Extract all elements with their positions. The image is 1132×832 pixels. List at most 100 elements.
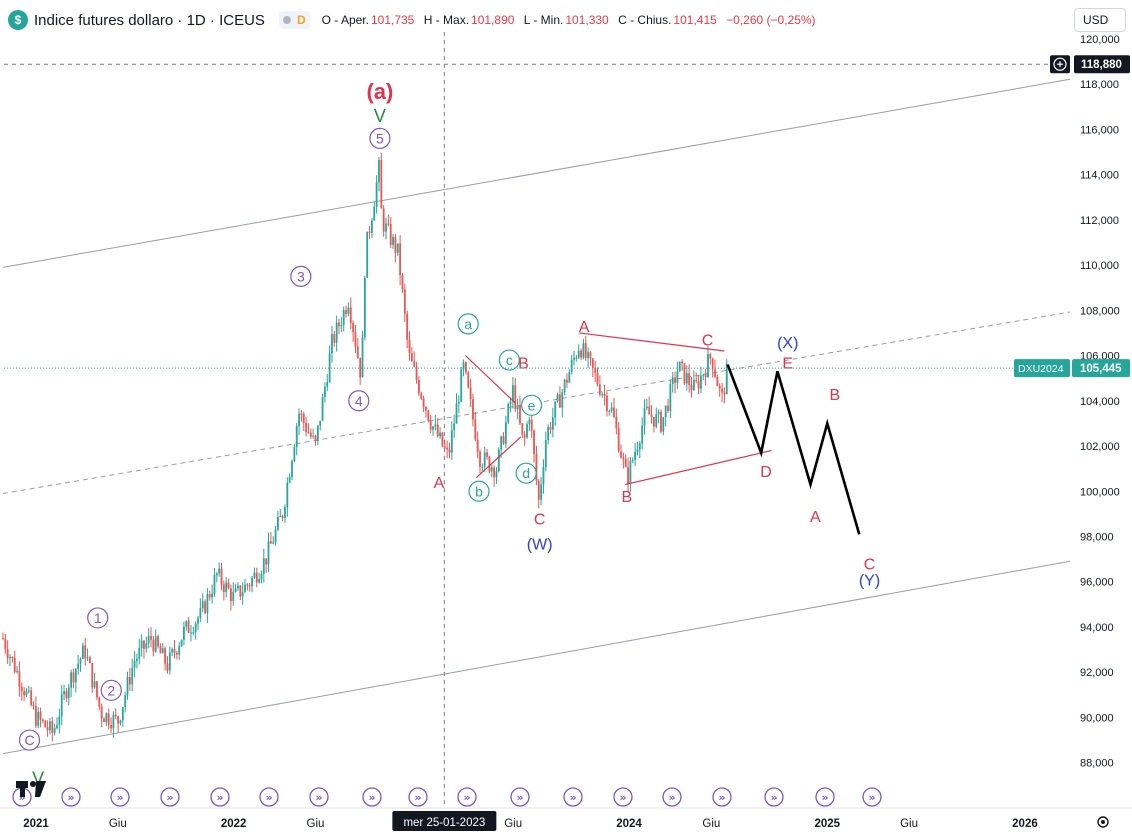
candle	[530, 419, 533, 431]
candle	[143, 640, 145, 649]
wave-label[interactable]: 1	[94, 610, 102, 626]
last-price: 105,445	[1080, 363, 1122, 375]
wave-label[interactable]: 2	[107, 682, 115, 698]
candle	[251, 577, 253, 587]
candle	[265, 558, 268, 565]
candle	[690, 384, 693, 391]
trendline[interactable]	[579, 332, 725, 352]
candle	[613, 407, 615, 418]
candle	[136, 658, 138, 662]
candle	[171, 649, 174, 653]
wave-label[interactable]: A	[434, 475, 445, 492]
event-icon[interactable]	[662, 787, 682, 807]
wave-label[interactable]: b	[475, 483, 483, 499]
candle	[98, 697, 101, 707]
candle	[192, 632, 195, 634]
candle	[406, 313, 409, 340]
candle	[180, 639, 183, 647]
event-icon[interactable]	[309, 787, 329, 807]
event-icon[interactable]	[613, 787, 633, 807]
channel-line[interactable]	[2, 72, 1107, 268]
event-icon[interactable]	[259, 787, 279, 807]
event-icon[interactable]	[764, 787, 784, 807]
event-icon[interactable]	[510, 787, 530, 807]
wave-label[interactable]: C	[864, 557, 876, 574]
candle	[20, 686, 23, 692]
time-axis[interactable]	[0, 808, 1132, 832]
event-icon[interactable]	[862, 787, 882, 807]
wave-label[interactable]: B	[518, 355, 529, 372]
wave-label[interactable]: e	[528, 397, 536, 413]
event-icon[interactable]	[563, 787, 583, 807]
wave-label[interactable]: C	[24, 732, 34, 748]
wave-label[interactable]: (X)	[777, 335, 798, 352]
candle	[429, 420, 432, 430]
event-icon[interactable]	[110, 787, 130, 807]
wave-label[interactable]: a	[464, 316, 472, 332]
projection-path[interactable]	[726, 364, 861, 535]
event-icon[interactable]	[712, 787, 732, 807]
wave-label[interactable]: B	[830, 387, 841, 404]
wave-label[interactable]: C	[534, 511, 546, 528]
event-icon[interactable]	[210, 787, 230, 807]
candle	[253, 572, 256, 578]
price-axis[interactable]	[1070, 0, 1132, 832]
candle	[707, 354, 709, 378]
plus-icon[interactable]	[1053, 57, 1067, 71]
channel-line[interactable]	[2, 554, 1107, 755]
wave-label[interactable]: 5	[376, 130, 384, 146]
wave-label[interactable]: (Y)	[859, 572, 880, 589]
crosshair-price-tag	[1074, 55, 1130, 74]
wave-label[interactable]: B	[622, 489, 633, 506]
trendline[interactable]	[475, 436, 522, 479]
currency-selector[interactable]: USD	[1074, 8, 1126, 32]
wave-label[interactable]: A	[810, 509, 821, 526]
tradingview-logo[interactable]	[16, 781, 46, 797]
candle	[349, 307, 352, 323]
candle	[11, 656, 14, 658]
candle	[544, 440, 547, 468]
high-label: H - Max.	[423, 13, 470, 27]
symbol-title[interactable]: Indice futures dollaro · 1D · ICEUS	[34, 11, 265, 29]
wave-circle-marker	[457, 313, 479, 335]
event-icon[interactable]	[457, 787, 477, 807]
wave-label[interactable]: c	[506, 352, 513, 368]
wave-label[interactable]: 3	[297, 268, 305, 284]
symbol-name: DXU2024	[1018, 363, 1064, 375]
wave-label[interactable]: V	[374, 106, 386, 126]
channel-midline[interactable]	[2, 305, 1107, 495]
wave-label[interactable]: C	[702, 333, 714, 350]
candle	[439, 432, 441, 437]
candle	[359, 357, 362, 378]
candle	[361, 337, 364, 378]
trendline[interactable]	[625, 449, 772, 486]
status-pill[interactable]: D	[278, 11, 310, 29]
candle	[194, 623, 197, 633]
candle	[481, 466, 484, 468]
candle	[288, 476, 291, 483]
candle	[222, 584, 225, 592]
wave-label[interactable]: E	[782, 355, 793, 372]
candle	[333, 334, 336, 343]
wave-label[interactable]: D	[760, 464, 772, 481]
event-icon[interactable]	[362, 787, 382, 807]
wave-label[interactable]: d	[522, 465, 530, 481]
event-icon[interactable]	[160, 787, 180, 807]
event-icon[interactable]	[408, 787, 428, 807]
candle	[533, 430, 535, 455]
candle	[643, 407, 646, 426]
wave-label[interactable]: (W)	[527, 536, 553, 553]
candle	[716, 376, 719, 387]
candle	[615, 417, 618, 429]
event-icon[interactable]	[61, 787, 81, 807]
candle	[366, 231, 369, 278]
wave-label[interactable]: A	[579, 319, 590, 336]
candle	[655, 414, 658, 427]
price-tick: 102,000	[1080, 441, 1120, 453]
wave-label[interactable]: (a)	[366, 79, 393, 104]
gear-icon[interactable]	[1097, 816, 1109, 828]
wave-label[interactable]: 4	[355, 393, 363, 409]
trendline[interactable]	[465, 355, 516, 404]
event-icon[interactable]	[815, 787, 835, 807]
